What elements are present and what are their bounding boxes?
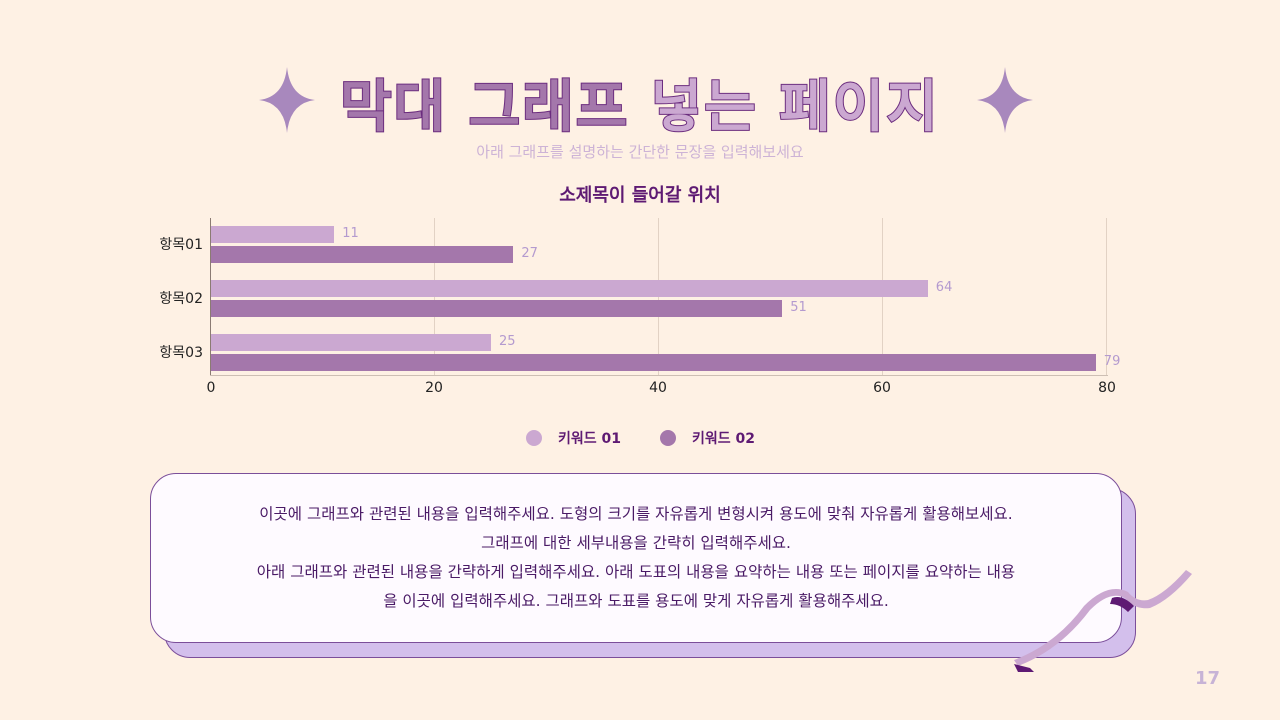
description-text: 이곳에 그래프와 관련된 내용을 입력해주세요. 도형의 크기를 자유롭게 변형… [150, 500, 1122, 616]
ribbon-decoration [1014, 570, 1192, 672]
page-title-part2: 넣는 페이지 [650, 74, 940, 141]
chart-title: 소제목이 들어갈 위치 [559, 185, 721, 206]
x-tick: 20 [425, 380, 443, 396]
legend-item-series2[interactable]: 키워드 02 [660, 428, 755, 448]
category-label: 항목01 [159, 237, 203, 253]
bar-value-label: 27 [521, 246, 538, 261]
bar-value-label: 79 [1103, 354, 1121, 369]
description-line: 이곳에 그래프와 관련된 내용을 입력해주세요. 도형의 크기를 자유롭게 변형… [259, 505, 1013, 523]
category-label: 항목02 [159, 291, 203, 307]
page-title-part1: 막대 그래프 [339, 74, 630, 141]
x-tick: 40 [649, 380, 667, 396]
page-subtitle: 아래 그래프를 설명하는 간단한 문장을 입력해보세요 [476, 143, 804, 161]
description-line: 을 이곳에 입력해주세요. 그래프와 도표를 용도에 맞게 자유롭게 활용해주세… [383, 592, 889, 610]
description-line: 그래프에 대한 세부내용을 간략히 입력해주세요. [481, 534, 791, 552]
bar-2 [211, 354, 1096, 371]
sparkle-icon [977, 67, 1033, 133]
page-title: 막대 그래프 넣는 페이지 [0, 62, 1280, 143]
x-tick: 0 [206, 380, 216, 396]
legend-dot [660, 430, 676, 446]
gridline [1106, 218, 1107, 376]
x-tick: 80 [1098, 380, 1116, 396]
description-card [150, 473, 1122, 643]
page-number: 17 [1195, 668, 1221, 689]
gridline [658, 218, 659, 376]
description-line: 아래 그래프와 관련된 내용을 간략하게 입력해주세요. 아래 도표의 내용을 … [256, 563, 1016, 581]
category-label: 항목03 [159, 345, 203, 361]
bar-2 [211, 246, 514, 263]
bar-1 [211, 226, 335, 243]
y-axis [210, 218, 211, 376]
legend-item-series1[interactable]: 키워드 01 [526, 428, 621, 448]
x-axis [210, 375, 1108, 376]
sparkle-icon [259, 67, 315, 133]
bar-1 [211, 280, 928, 297]
bar-value-label: 51 [790, 300, 807, 315]
legend-dot [526, 430, 542, 446]
bar-2 [211, 300, 783, 317]
gridline [434, 218, 435, 376]
gridline [882, 218, 883, 376]
legend-label: 키워드 02 [692, 431, 755, 447]
bar-1 [211, 334, 491, 351]
x-tick: 60 [873, 380, 891, 396]
legend-label: 키워드 01 [558, 431, 621, 447]
bar-value-label: 64 [935, 280, 953, 295]
bar-value-label: 25 [499, 334, 516, 349]
bar-value-label: 11 [342, 226, 359, 241]
